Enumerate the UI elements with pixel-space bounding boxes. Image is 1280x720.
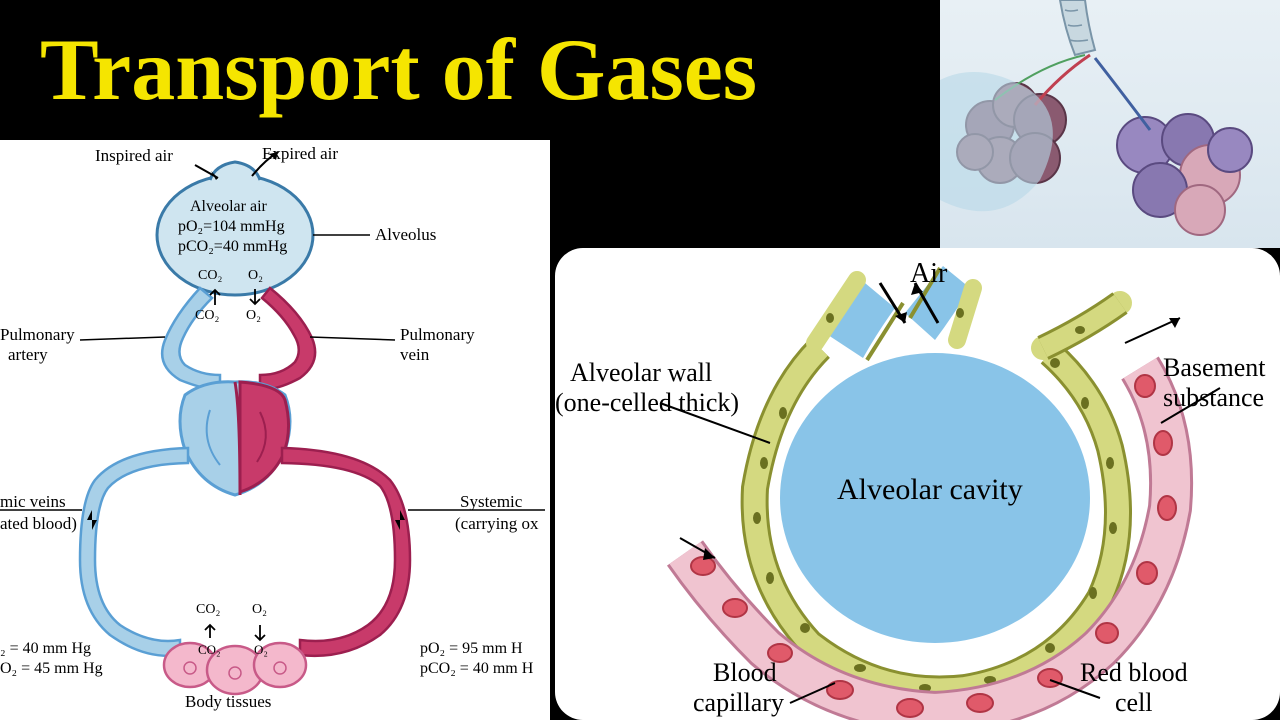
label-air: Air: [910, 258, 947, 290]
alveoli-cluster-illustration: [940, 0, 1280, 248]
label-po2-40: ₂ = 40 mm Hg: [0, 640, 91, 658]
label-co2-bot: CO₂: [196, 602, 220, 618]
label-co2-top: CO₂: [198, 268, 222, 284]
label-pulm-artery2: artery: [8, 345, 48, 365]
label-deoxy: ated blood): [0, 514, 77, 534]
label-pco2-40b: pCO₂ = 40 mm H: [420, 660, 533, 678]
label-pco2-40: pCO₂=40 mmHg: [178, 238, 287, 256]
label-blood-cap2: capillary: [693, 688, 784, 718]
label-pulm-vein2: vein: [400, 345, 429, 365]
label-inspired-air: Inspired air: [95, 146, 173, 166]
label-expired-air: Expired air: [262, 144, 338, 164]
label-pulm-artery1: Pulmonary: [0, 325, 75, 345]
label-systemic: Systemic: [460, 492, 522, 512]
label-po2-95: pO₂ = 95 mm H: [420, 640, 523, 658]
label-o2-top: O₂: [248, 268, 263, 284]
label-o2-mid: O₂: [246, 308, 261, 324]
label-alv-cavity: Alveolar cavity: [837, 473, 1023, 507]
label-body-tissues: Body tissues: [185, 692, 271, 712]
label-o2-bot: O₂: [252, 602, 267, 618]
label-pco2-45: O₂ = 45 mm Hg: [0, 660, 103, 678]
label-pulm-vein1: Pulmonary: [400, 325, 475, 345]
circulation-diagram: Inspired air Expired air Alveolar air pO…: [0, 140, 550, 720]
label-rbc1: Red blood: [1080, 658, 1188, 688]
label-rbc2: cell: [1115, 688, 1153, 718]
label-alveolar-air: Alveolar air: [190, 198, 267, 216]
label-co2-tissue: CO₂: [198, 642, 221, 658]
label-sys-veins: mic veins: [0, 492, 66, 512]
label-alv-wall2: (one-celled thick): [555, 388, 739, 418]
label-alveolus: Alveolus: [375, 225, 436, 245]
label-co2-mid: CO₂: [195, 308, 219, 324]
alveolar-cavity-diagram: Air Alveolar wall (one-celled thick) Alv…: [555, 248, 1280, 720]
label-po2-104: pO₂=104 mmHg: [178, 218, 285, 236]
label-basement2: substance: [1163, 383, 1264, 413]
label-basement1: Basement: [1163, 353, 1266, 383]
page-title: Transport of Gases: [40, 20, 757, 121]
label-carrying: (carrying ox: [455, 514, 539, 534]
label-blood-cap1: Blood: [713, 658, 777, 688]
label-alv-wall1: Alveolar wall: [570, 358, 712, 388]
label-o2-tissue: O₂: [254, 642, 268, 658]
